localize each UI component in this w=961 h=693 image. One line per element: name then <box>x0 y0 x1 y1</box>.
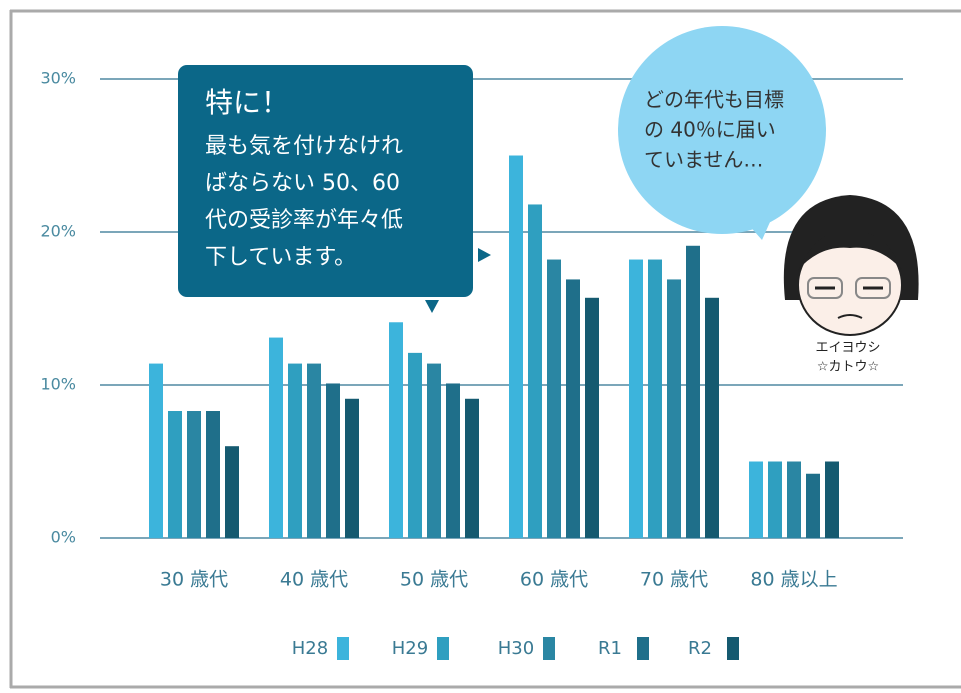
bar <box>168 411 182 538</box>
callout-title: 特に！ <box>205 86 289 119</box>
bar <box>629 260 643 538</box>
character-name: エイヨウシ ☆カトウ☆ <box>815 341 880 375</box>
legend-swatch <box>543 637 555 660</box>
character-name-line: ☆カトウ☆ <box>817 360 879 375</box>
x-tick-label: 60 歳代 <box>520 569 588 591</box>
character-name-line: エイヨウシ <box>815 341 880 356</box>
bar <box>187 411 201 538</box>
bar <box>566 279 580 538</box>
chart: 0% 10% 20% 30% 30 歳代 40 歳代 50 歳代 60 歳代 70 歳代 80 歳… <box>0 0 961 689</box>
y-tick-label: 30% <box>40 69 76 88</box>
bar <box>806 474 820 538</box>
callout-line: 最も気を付けなけれ <box>205 134 403 159</box>
bar <box>149 364 163 538</box>
legend-label: H28 <box>292 638 328 659</box>
bar <box>787 462 801 539</box>
callout-pointer <box>478 248 491 262</box>
legend-label: H30 <box>498 638 534 659</box>
bar <box>509 156 523 539</box>
bar <box>427 364 441 538</box>
bar <box>528 204 542 538</box>
legend-label: R2 <box>688 638 712 659</box>
bar <box>408 353 422 538</box>
legend-swatch <box>437 637 449 660</box>
bar <box>768 462 782 539</box>
bar <box>345 399 359 538</box>
legend-swatch <box>337 637 349 660</box>
bar <box>465 399 479 538</box>
legend-swatch <box>727 637 739 660</box>
bar <box>585 298 599 538</box>
bar <box>269 338 283 538</box>
bar <box>389 322 403 538</box>
bar <box>749 462 763 539</box>
legend-swatch <box>637 637 649 660</box>
bar <box>225 446 239 538</box>
y-tick-label: 10% <box>40 375 76 394</box>
bar <box>307 364 321 538</box>
y-tick-label: 20% <box>40 222 76 241</box>
y-tick-label: 0% <box>51 528 76 547</box>
x-tick-label: 80 歳以上 <box>750 569 837 591</box>
x-tick-label: 30 歳代 <box>160 569 228 591</box>
bar <box>648 260 662 538</box>
legend-label: H29 <box>392 638 428 659</box>
bubble-line: ていません… <box>644 148 763 172</box>
character: エイヨウシ ☆カトウ☆ <box>784 195 919 375</box>
legend-label: R1 <box>598 638 622 659</box>
callout-line: 代の受診率が年々低 <box>205 208 403 233</box>
callout-line: ばならない 50、60 <box>205 171 400 196</box>
callout-line: 下しています。 <box>205 245 356 270</box>
bar <box>288 364 302 538</box>
x-tick-label: 50 歳代 <box>400 569 468 591</box>
x-tick-label: 70 歳代 <box>640 569 708 591</box>
bar <box>547 260 561 538</box>
callout-pointer <box>425 300 439 313</box>
bubble-line: の 40％に届い <box>644 118 776 142</box>
bar <box>326 383 340 538</box>
bar <box>206 411 220 538</box>
bubble-line: どの年代も目標 <box>644 88 784 112</box>
bar <box>705 298 719 538</box>
bar <box>825 462 839 539</box>
x-tick-label: 40 歳代 <box>280 569 348 591</box>
bar <box>686 246 700 538</box>
page: {"chart_data": {"type": "bar", "categori… <box>0 0 961 689</box>
bar <box>446 383 460 538</box>
bar <box>667 279 681 538</box>
